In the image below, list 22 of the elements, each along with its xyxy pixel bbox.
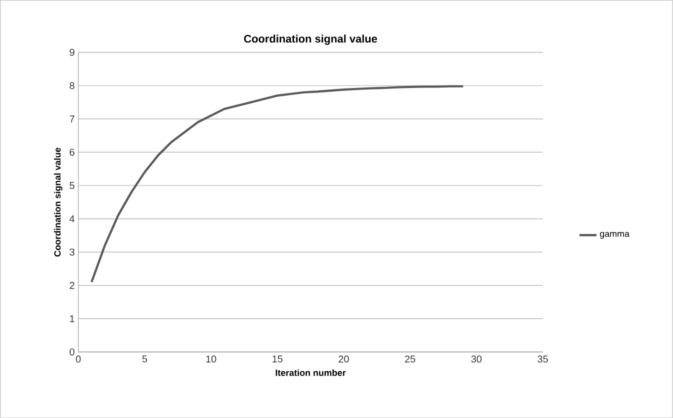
y-tick-label: 6 [70, 148, 74, 156]
x-axis-title: Iteration number [276, 369, 346, 376]
y-tick-label: 3 [70, 248, 74, 256]
x-tick-label: 20 [338, 355, 349, 362]
y-tick-label: 7 [70, 115, 74, 122]
x-tick-label: 35 [538, 355, 548, 362]
x-tick-label: 10 [206, 355, 216, 362]
y-tick-label: 0 [70, 348, 74, 356]
y-axis-title: Coordination signal value [54, 148, 62, 256]
y-tick-label: 9 [70, 48, 74, 56]
x-tick-label: 0 [76, 355, 81, 362]
y-tick-label: 1 [70, 315, 74, 322]
x-tick-label: 25 [405, 355, 416, 362]
y-tick-label: 4 [69, 215, 75, 222]
x-tick-label: 30 [471, 355, 482, 362]
chart-title: Coordination signal value [244, 34, 378, 45]
legend-label: gamma [600, 232, 630, 238]
x-tick-label: 15 [272, 355, 282, 362]
y-tick-label: 8 [70, 82, 74, 90]
x-tick-label: 5 [142, 355, 148, 362]
y-tick-label: 2 [70, 282, 74, 289]
y-tick-label: 5 [70, 182, 74, 189]
